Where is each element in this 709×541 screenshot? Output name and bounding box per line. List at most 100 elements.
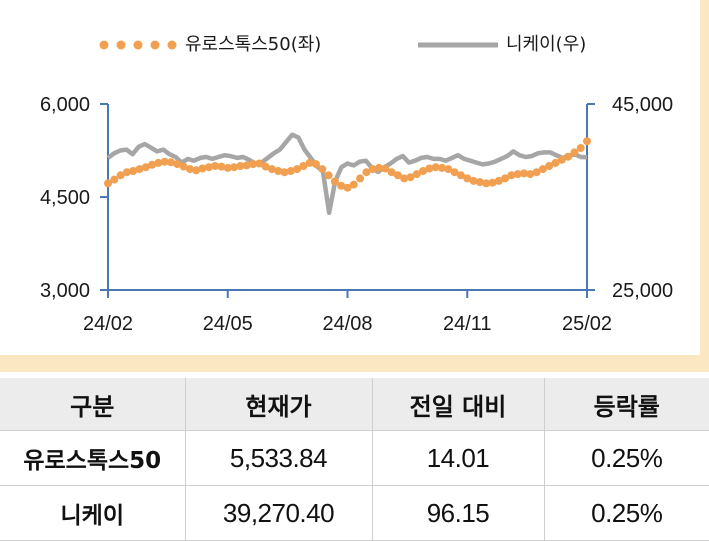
row-change: 96.15 [372, 485, 545, 541]
series-point-eurostoxx [274, 167, 283, 175]
row-name: 니케이 [0, 485, 186, 541]
series-point-eurostoxx [185, 165, 194, 174]
series-point-eurostoxx [249, 160, 257, 169]
series-point-eurostoxx [368, 165, 377, 174]
legend-dot [150, 40, 160, 50]
series-point-eurostoxx [337, 181, 346, 190]
legend: 유로스톡스50(좌) 니케이(우) [99, 34, 586, 55]
left-tick-label: 3,000 [40, 280, 90, 302]
row-change: 14.01 [372, 430, 545, 486]
series-point-eurostoxx [122, 168, 131, 177]
legend-dot [99, 40, 109, 50]
series-point-eurostoxx [387, 168, 396, 177]
series-point-eurostoxx [293, 165, 302, 174]
series-point-eurostoxx [135, 165, 144, 174]
series-point-eurostoxx [356, 174, 365, 183]
series-point-eurostoxx [242, 161, 251, 170]
series-point-eurostoxx [148, 160, 157, 169]
table-row: 유로스톡스50 5,533.84 14.01 0.25% [0, 430, 709, 486]
row-price: 39,270.40 [185, 485, 373, 541]
series-point-eurostoxx [532, 168, 541, 177]
series-point-eurostoxx [167, 158, 175, 167]
series-point-eurostoxx [280, 168, 289, 177]
header-category: 구분 [0, 378, 186, 431]
series-point-eurostoxx [299, 162, 308, 170]
series-point-eurostoxx [450, 168, 459, 177]
series-point-eurostoxx [129, 167, 138, 175]
series-point-eurostoxx [381, 164, 390, 173]
x-tick-label: 24/05 [203, 313, 253, 335]
series-point-eurostoxx [305, 158, 314, 167]
series-point-eurostoxx [538, 165, 547, 174]
series-point-eurostoxx [286, 167, 295, 175]
series-point-eurostoxx [507, 171, 516, 180]
row-name: 유로스톡스50 [0, 430, 186, 486]
series-point-eurostoxx [173, 160, 182, 169]
series-point-eurostoxx [141, 163, 150, 172]
series-point-eurostoxx [330, 177, 339, 186]
series-point-eurostoxx [425, 164, 434, 173]
quote-table: 구분 현재가 전일 대비 등락률 유로스톡스50 5,533.84 14.01 … [0, 378, 709, 541]
right-tick-group: 45,000 25,000 [587, 94, 673, 302]
series-point-eurostoxx [324, 171, 333, 180]
series-point-eurostoxx [255, 159, 264, 168]
left-tick-label: 4,500 [40, 187, 90, 209]
legend-dot [167, 40, 177, 50]
row-rate: 0.25% [544, 430, 709, 486]
right-tick-label: 25,000 [612, 280, 673, 302]
chart-panel: 유로스톡스50(좌) 니케이(우) 6,000 4,500 3,000 45,000… [0, 0, 700, 355]
series-point-eurostoxx [513, 170, 522, 179]
x-tick-group: 24/02 24/05 24/08 24/11 25/02 [83, 290, 612, 335]
table-header-row: 구분 현재가 전일 대비 등락률 [0, 378, 709, 431]
legend-label-eurostoxx: 유로스톡스50(좌) [185, 34, 321, 55]
series-point-eurostoxx [583, 137, 591, 146]
series-point-eurostoxx [482, 179, 491, 188]
series-point-eurostoxx [431, 163, 440, 172]
legend-label-nikkei: 니케이(우) [506, 34, 586, 55]
series-point-eurostoxx [412, 170, 421, 179]
series-point-eurostoxx [551, 158, 560, 167]
series-point-eurostoxx [463, 174, 472, 183]
series-point-eurostoxx [160, 157, 169, 166]
chart-area: 유로스톡스50(좌) 니케이(우) 6,000 4,500 3,000 45,000… [0, 0, 709, 372]
series-point-eurostoxx [154, 158, 163, 167]
series-point-eurostoxx [104, 179, 112, 188]
series-point-eurostoxx [564, 152, 573, 161]
series-point-eurostoxx [110, 175, 119, 184]
legend-dot [116, 40, 126, 50]
right-tick-label: 45,000 [612, 94, 673, 116]
series-point-eurostoxx [217, 162, 226, 171]
series-point-eurostoxx [223, 163, 232, 172]
series-point-eurostoxx [576, 144, 585, 152]
series-point-eurostoxx [456, 171, 465, 180]
series-point-eurostoxx [230, 163, 239, 172]
series-point-eurostoxx [406, 173, 415, 182]
series-point-eurostoxx [261, 162, 270, 171]
row-price: 5,533.84 [185, 430, 373, 486]
series-point-eurostoxx [179, 162, 188, 171]
series-point-eurostoxx [557, 155, 566, 164]
series-point-eurostoxx [192, 166, 201, 175]
header-rate: 등락률 [544, 378, 709, 431]
series-point-eurostoxx [393, 171, 402, 180]
series-point-eurostoxx [116, 171, 125, 180]
series-point-eurostoxx [494, 176, 503, 185]
series-point-eurostoxx [375, 163, 383, 172]
series-point-eurostoxx [318, 165, 327, 174]
header-price: 현재가 [185, 378, 373, 431]
series-point-eurostoxx [267, 165, 276, 174]
line-chart: 유로스톡스50(좌) 니케이(우) 6,000 4,500 3,000 45,000… [40, 34, 673, 335]
series-point-eurostoxx [438, 163, 446, 172]
series-point-eurostoxx [444, 165, 453, 174]
row-rate: 0.25% [544, 485, 709, 541]
table-row: 니케이 39,270.40 96.15 0.25% [0, 485, 709, 541]
series-point-eurostoxx [570, 148, 579, 157]
x-tick-label: 25/02 [562, 313, 612, 335]
legend-marker-eurostoxx [99, 40, 177, 50]
series-point-eurostoxx [419, 167, 428, 175]
series-point-eurostoxx [198, 164, 207, 173]
series-point-eurostoxx [520, 169, 528, 178]
series-point-eurostoxx [526, 170, 535, 179]
series-point-eurostoxx [211, 162, 220, 170]
x-tick-label: 24/02 [83, 313, 133, 335]
